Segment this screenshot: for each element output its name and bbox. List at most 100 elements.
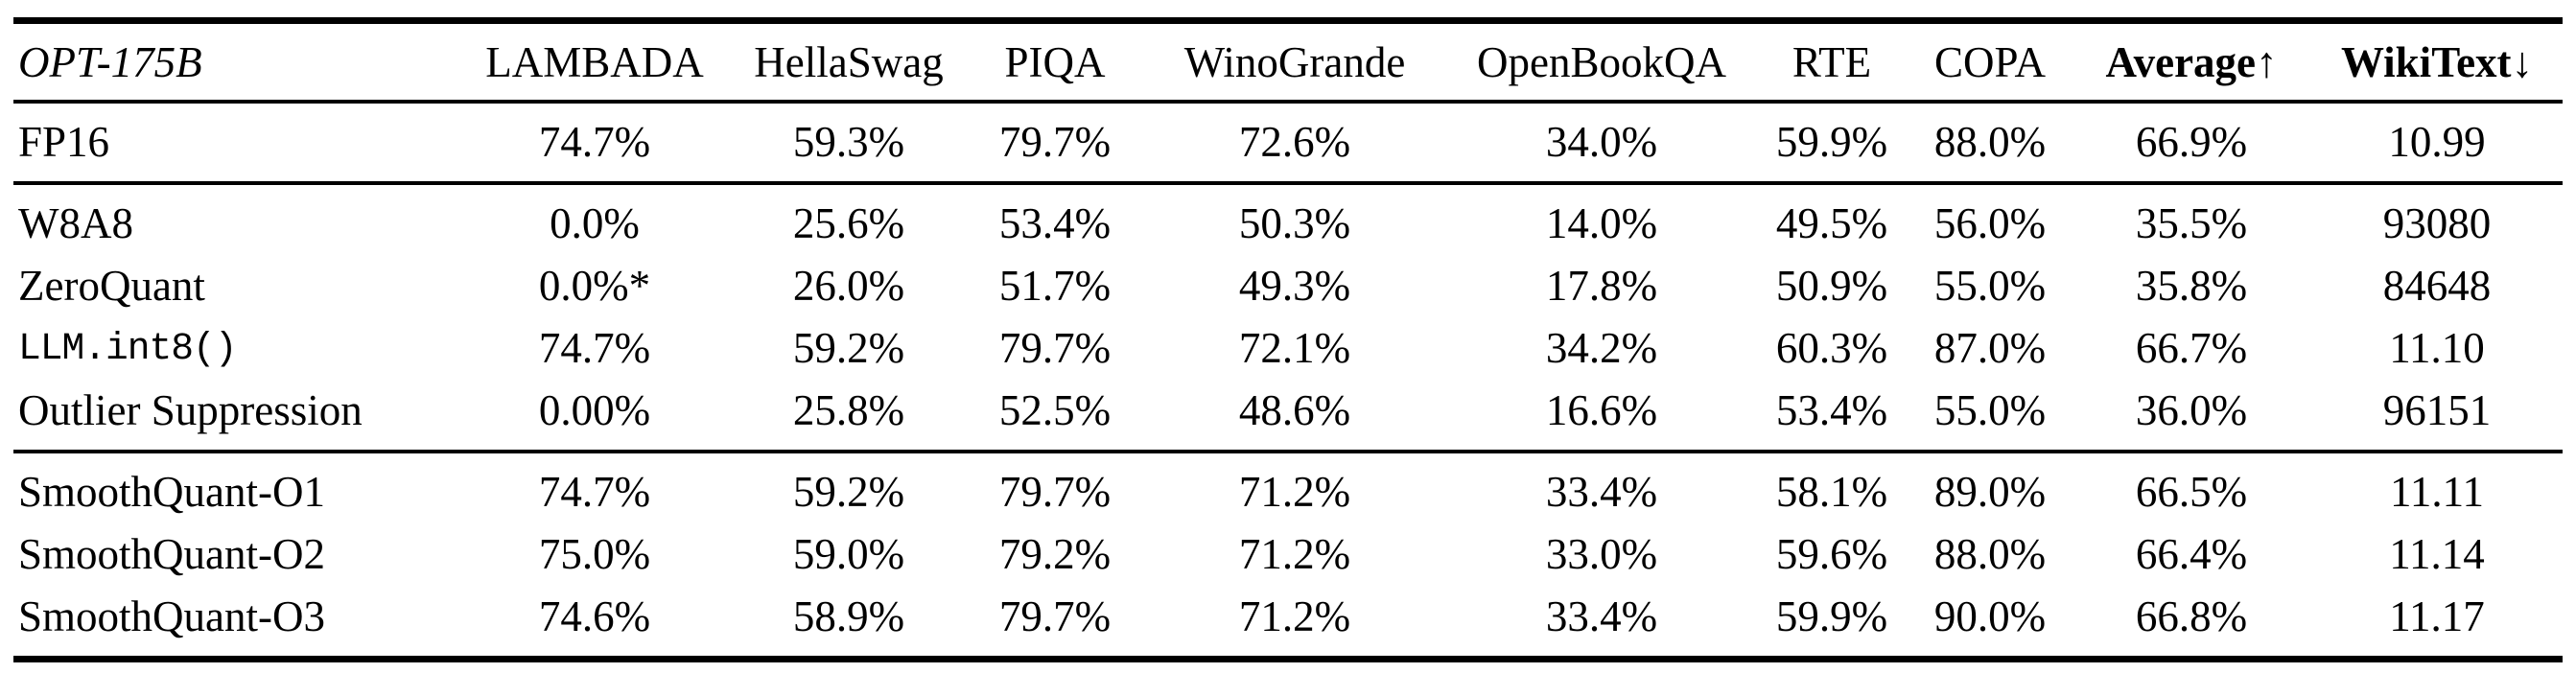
value-cell: 26.0% xyxy=(792,262,905,310)
header-row: OPT-175B LAMBADA HellaSwag PIQA WinoGran… xyxy=(13,21,2563,103)
value-cell: 53.4% xyxy=(998,199,1112,247)
table-header: OPT-175B LAMBADA HellaSwag PIQA WinoGran… xyxy=(13,21,2563,103)
value-cell: 25.8% xyxy=(792,386,905,434)
value-cell: 72.1% xyxy=(1238,324,1351,372)
value-cell: 33.4% xyxy=(1545,592,1658,640)
value-cell: 50.3% xyxy=(1238,199,1351,247)
value-cell: 50.9% xyxy=(1775,262,1888,310)
value-cell: 14.0% xyxy=(1545,199,1658,247)
model-family-label: OPT-175B xyxy=(18,38,202,86)
value-cell: 34.0% xyxy=(1545,118,1658,166)
column-header-winogrande: WinoGrande xyxy=(1183,38,1406,86)
value-cell: 71.2% xyxy=(1238,530,1351,578)
model-name-cell: SmoothQuant-O2 xyxy=(18,530,325,578)
value-cell: 16.6% xyxy=(1545,386,1658,434)
value-cell: 79.7% xyxy=(998,324,1112,372)
value-cell: 59.2% xyxy=(792,324,905,372)
table-row: SmoothQuant-O2 75.0% 59.0% 79.2% 71.2% 3… xyxy=(13,523,2563,586)
average-label: Average xyxy=(2105,38,2257,86)
value-cell: 59.2% xyxy=(792,468,905,516)
value-cell: 34.2% xyxy=(1545,324,1658,372)
value-cell: 59.9% xyxy=(1775,118,1888,166)
value-cell: 49.3% xyxy=(1238,262,1351,310)
table-row: LLM.int8() 74.7% 59.2% 79.7% 72.1% 34.2%… xyxy=(13,317,2563,380)
column-header-lambada: LAMBADA xyxy=(485,38,704,86)
value-cell: 79.7% xyxy=(998,468,1112,516)
model-name-cell: SmoothQuant-O1 xyxy=(18,468,325,516)
value-cell: 90.0% xyxy=(1933,592,2047,640)
value-cell: 66.4% xyxy=(2135,530,2248,578)
table-row: FP16 74.7% 59.3% 79.7% 72.6% 34.0% 59.9%… xyxy=(13,102,2563,183)
value-cell: 0.0% xyxy=(550,199,640,247)
value-cell: 71.2% xyxy=(1238,468,1351,516)
table-row: Outlier Suppression 0.00% 25.8% 52.5% 48… xyxy=(13,380,2563,452)
value-cell: 66.7% xyxy=(2135,324,2248,372)
value-cell: 75.0% xyxy=(538,530,651,578)
value-cell: 66.8% xyxy=(2135,592,2248,640)
wikitext-label: WikiText xyxy=(2340,38,2512,86)
table-row: SmoothQuant-O1 74.7% 59.2% 79.7% 71.2% 3… xyxy=(13,452,2563,523)
value-cell: 71.2% xyxy=(1238,592,1351,640)
value-cell: 53.4% xyxy=(1775,386,1888,434)
value-cell: 79.7% xyxy=(998,118,1112,166)
value-cell: 79.2% xyxy=(998,530,1112,578)
value-cell: 52.5% xyxy=(998,386,1112,434)
value-cell: 58.9% xyxy=(792,592,905,640)
value-cell: 96151 xyxy=(2382,386,2492,434)
group-baselines: W8A8 0.0% 25.6% 53.4% 50.3% 14.0% 49.5% … xyxy=(13,183,2563,452)
value-cell: 11.11 xyxy=(2390,468,2484,516)
value-cell: 48.6% xyxy=(1238,386,1351,434)
group-fp16: FP16 74.7% 59.3% 79.7% 72.6% 34.0% 59.9%… xyxy=(13,102,2563,183)
column-header-average: Average↑ xyxy=(2072,21,2311,103)
model-name-cell: FP16 xyxy=(18,118,110,166)
value-cell: 33.0% xyxy=(1545,530,1658,578)
value-cell: 59.3% xyxy=(792,118,905,166)
value-cell: 55.0% xyxy=(1933,262,2047,310)
value-cell: 10.99 xyxy=(2388,118,2486,166)
value-cell: 36.0% xyxy=(2135,386,2248,434)
group-smoothquant: SmoothQuant-O1 74.7% 59.2% 79.7% 71.2% 3… xyxy=(13,452,2563,660)
value-cell: 59.6% xyxy=(1775,530,1888,578)
column-header-copa: COPA xyxy=(1934,38,2046,86)
value-cell: 56.0% xyxy=(1933,199,2047,247)
value-cell: 89.0% xyxy=(1933,468,2047,516)
value-cell: 25.6% xyxy=(792,199,905,247)
value-cell: 93080 xyxy=(2382,199,2492,247)
model-name-cell: Outlier Suppression xyxy=(18,386,363,434)
model-name-cell: W8A8 xyxy=(18,199,133,247)
value-cell: 35.5% xyxy=(2135,199,2248,247)
column-header-rte: RTE xyxy=(1791,38,1872,86)
column-header-openbookqa: OpenBookQA xyxy=(1477,38,1726,86)
model-name-cell: ZeroQuant xyxy=(18,262,205,310)
corner-header-cell: OPT-175B xyxy=(13,21,460,103)
value-cell: 55.0% xyxy=(1933,386,2047,434)
value-cell: 35.8% xyxy=(2135,262,2248,310)
value-cell: 51.7% xyxy=(998,262,1112,310)
column-header-hellaswag: HellaSwag xyxy=(754,38,944,86)
value-cell: 74.7% xyxy=(538,324,651,372)
value-cell: 0.0%* xyxy=(538,262,651,310)
value-cell: 0.00% xyxy=(538,386,651,434)
results-table: OPT-175B LAMBADA HellaSwag PIQA WinoGran… xyxy=(13,17,2563,662)
value-cell: 11.14 xyxy=(2389,530,2485,578)
value-cell: 49.5% xyxy=(1775,199,1888,247)
value-cell: 11.10 xyxy=(2389,324,2485,372)
value-cell: 74.7% xyxy=(538,118,651,166)
table-row: ZeroQuant 0.0%* 26.0% 51.7% 49.3% 17.8% … xyxy=(13,255,2563,317)
table-row: W8A8 0.0% 25.6% 53.4% 50.3% 14.0% 49.5% … xyxy=(13,183,2563,255)
value-cell: 33.4% xyxy=(1545,468,1658,516)
value-cell: 74.6% xyxy=(538,592,651,640)
value-cell: 66.5% xyxy=(2135,468,2248,516)
value-cell: 59.9% xyxy=(1775,592,1888,640)
model-name-cell: SmoothQuant-O3 xyxy=(18,592,325,640)
value-cell: 88.0% xyxy=(1933,118,2047,166)
down-arrow-icon: ↓ xyxy=(2511,38,2534,86)
value-cell: 72.6% xyxy=(1238,118,1351,166)
value-cell: 74.7% xyxy=(538,468,651,516)
value-cell: 60.3% xyxy=(1775,324,1888,372)
column-header-piqa: PIQA xyxy=(1004,38,1106,86)
column-header-wikitext: WikiText↓ xyxy=(2311,21,2563,103)
value-cell: 66.9% xyxy=(2135,118,2248,166)
value-cell: 11.17 xyxy=(2389,592,2485,640)
value-cell: 58.1% xyxy=(1775,468,1888,516)
